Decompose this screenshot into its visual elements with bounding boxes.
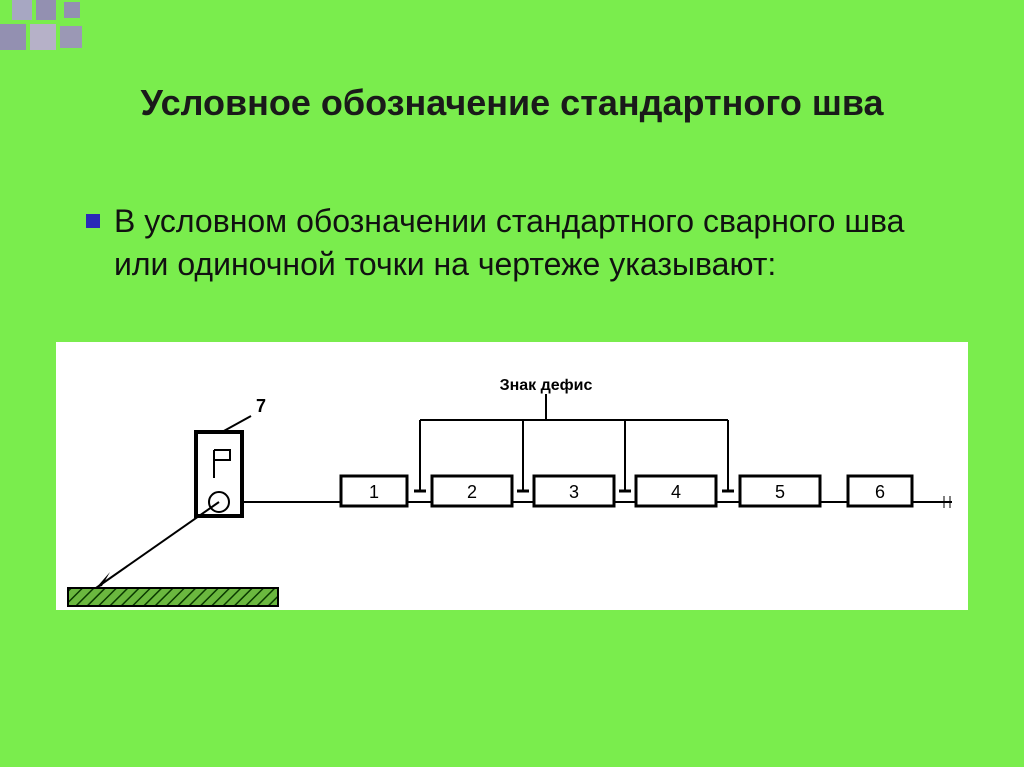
leader-seven: [222, 416, 251, 432]
aux-box-7: [196, 432, 242, 516]
label-seven: 7: [256, 396, 266, 416]
hatched-base: [68, 588, 278, 606]
leader-line: [96, 502, 219, 588]
box-4: 4: [636, 476, 716, 506]
svg-text:3: 3: [569, 482, 579, 502]
svg-text:4: 4: [671, 482, 681, 502]
svg-text:1: 1: [369, 482, 379, 502]
svg-text:2: 2: [467, 482, 477, 502]
corner-decoration: [0, 0, 120, 60]
svg-text:6: 6: [875, 482, 885, 502]
slide-title: Условное обозначение стандартного шва: [0, 80, 1024, 125]
hyphen-label: Знак дефис: [500, 377, 593, 394]
svg-text:5: 5: [775, 482, 785, 502]
bullet-text: В условном обозначении стандартного свар…: [114, 200, 946, 286]
bullet-marker: [86, 214, 100, 228]
box-2: 2: [432, 476, 512, 506]
box-6: 6: [848, 476, 912, 506]
bullet-item: В условном обозначении стандартного свар…: [86, 200, 946, 286]
box-5: 5: [740, 476, 820, 506]
box-3: 3: [534, 476, 614, 506]
box-1: 1: [341, 476, 407, 506]
weld-diagram: Знак дефис 7: [56, 342, 968, 610]
